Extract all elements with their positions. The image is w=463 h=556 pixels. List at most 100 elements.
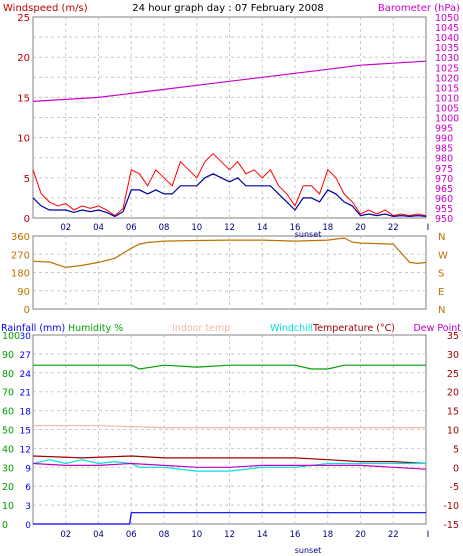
wind-x-tick-label: 22	[388, 223, 399, 233]
windspeed-tick-label: 15	[17, 93, 30, 104]
windspeed-series-line	[32, 173, 427, 218]
rain-tick-label: 12	[20, 445, 31, 455]
direction-tick-label: 180	[11, 269, 30, 280]
temp-x-tick-label: 02	[60, 530, 71, 540]
barometer-tick-label: 965	[435, 184, 453, 195]
rain-tick-label: 27	[20, 351, 31, 361]
temp-series-label: Windchill	[270, 323, 313, 334]
humidity-tick-label: 20	[2, 482, 14, 493]
wind-x-tick-label: 08	[159, 223, 170, 233]
barometer-tick-label: 960	[435, 194, 453, 205]
humidity-tick-label: 100	[2, 331, 20, 342]
barometer-tick-label: 1030	[435, 53, 459, 64]
temp-x-tick-label: 08	[159, 530, 170, 540]
windspeed-axis-label: Windspeed (m/s)	[3, 3, 88, 14]
wind-x-tick-labels: 02 04 06 08 10 12 14 16 18 20 22	[60, 223, 398, 233]
barometer-tick-label: 985	[435, 144, 453, 155]
sunset-label-top: sunset	[295, 230, 322, 239]
chart-title: 24 hour graph day : 07 February 2008	[132, 3, 323, 14]
wind-x-tick-label: 20	[355, 223, 366, 233]
wind-x-tick-label: 06	[126, 223, 137, 233]
windspeed-tick-label: 25	[17, 13, 30, 24]
temp-x-tick-label: 04	[93, 530, 104, 540]
barometer-tick-label: 1015	[435, 83, 459, 94]
temp-x-tick-label: 06	[126, 530, 137, 540]
rain-tick-label: 0	[25, 521, 31, 531]
barometer-tick-label: 975	[435, 164, 453, 175]
x-end-label-top: I	[427, 223, 430, 233]
temperature-tick-label: 0	[453, 463, 459, 474]
sunset-label-bottom: sunset	[295, 546, 322, 555]
rain-tick-label: 24	[20, 370, 32, 380]
rain-tick-label: 18	[20, 408, 32, 418]
temp-series-label: Rainfall (mm)	[1, 323, 65, 334]
temperature-tick-label: -5	[450, 482, 459, 493]
windspeed-tick-label: 20	[17, 53, 30, 64]
rain-tick-label: 21	[20, 389, 31, 399]
x-end-label-bottom: I	[427, 530, 430, 540]
wind-baro-plot-area	[32, 16, 427, 219]
barometer-series-line	[32, 60, 427, 102]
humidity-tick-label: 90	[2, 350, 14, 361]
humidity-tick-label: 60	[2, 407, 14, 418]
rain-tick-label: 9	[25, 464, 31, 474]
compass-label: E	[438, 287, 444, 298]
wind-x-tick-label: 12	[224, 223, 235, 233]
temperature-tick-label: 30	[447, 350, 459, 361]
temperature-tick-label: 20	[447, 388, 459, 399]
temperature-tick-label: 5	[453, 444, 459, 455]
temp-x-tick-label: 20	[355, 530, 366, 540]
temperature-tick-label: -10	[443, 501, 459, 512]
temp-series-labels: Rainfall (mm) Humidity % Indoor temp Windch…	[1, 323, 461, 334]
temperature-tick-label: 25	[447, 369, 459, 380]
humidity-tick-label: 0	[2, 520, 8, 531]
humidity-tick-label: 30	[2, 463, 14, 474]
direction-tick-label: 360	[11, 232, 30, 243]
barometer-tick-label: 990	[435, 134, 453, 145]
humidity-tick-label: 50	[2, 426, 14, 437]
wind-x-tick-label: 02	[60, 223, 71, 233]
compass-label: N	[438, 232, 445, 243]
rain-tick-label: 30	[20, 332, 32, 342]
temp-x-tick-label: 14	[257, 530, 268, 540]
windspeed-tick-label: 10	[17, 134, 30, 145]
temp-series-label: Dew Point	[413, 323, 461, 334]
barometer-tick-label: 970	[435, 174, 453, 185]
direction-series-line	[32, 237, 427, 269]
barometer-tick-label: 1010	[435, 93, 459, 104]
rain-tick-label: 3	[25, 502, 31, 512]
barometer-axis-label: Barometer (hPa)	[378, 3, 460, 14]
barometer-tick-label: 980	[435, 154, 453, 165]
humidity-series-line	[33, 364, 426, 370]
direction-tick-label: 270	[11, 250, 30, 261]
windchill-series-line	[32, 459, 426, 472]
temperature-series-line	[32, 455, 427, 465]
barometer-tick-label: 995	[435, 124, 453, 135]
temp-x-tick-label: 16	[290, 530, 301, 540]
rainfall-series-line	[33, 512, 426, 525]
humidity-tick-label: 80	[2, 369, 14, 380]
temp-x-tick-labels: 02 04 06 08 10 12 14 16 18 20 22	[60, 530, 398, 540]
temp-x-tick-label: 18	[322, 530, 333, 540]
barometer-tick-label: 1040	[435, 33, 459, 44]
temperature-tick-labels: 35 30 25 20 15 10 5 0 -5 -10 -15	[443, 331, 459, 531]
dewpoint-series-line	[32, 462, 427, 470]
temperature-tick-label: 15	[447, 407, 459, 418]
direction-tick-labels: 360 270 180 90 0	[11, 232, 30, 316]
indoor-temp-series-line	[33, 425, 426, 429]
wind-x-tick-label: 04	[93, 223, 104, 233]
temp-plot-area	[32, 334, 427, 525]
direction-tick-label: 0	[24, 305, 30, 316]
compass-label: N	[438, 305, 445, 316]
windspeed-tick-label: 5	[24, 174, 30, 185]
temperature-tick-label: 35	[447, 331, 459, 342]
barometer-tick-label: 1005	[435, 103, 459, 114]
barometer-tick-label: 950	[435, 214, 453, 225]
wind-x-tick-label: 18	[322, 223, 333, 233]
windspeed-tick-labels: 25 20 15 10 5 0	[17, 13, 30, 225]
